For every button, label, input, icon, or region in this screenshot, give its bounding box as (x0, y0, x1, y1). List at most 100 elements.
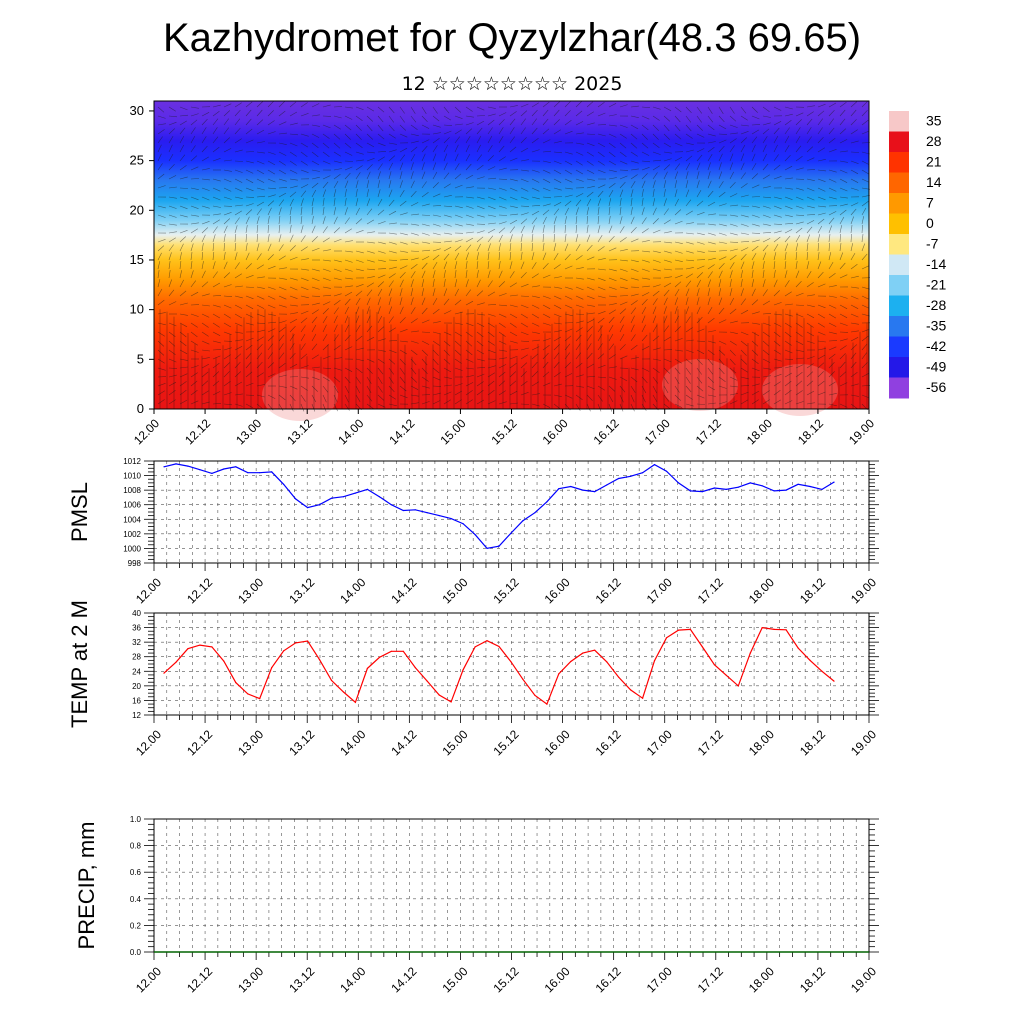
temp-panel-point (618, 676, 620, 678)
colorbar-swatch (889, 193, 909, 214)
colorbar-label: -56 (926, 379, 946, 395)
heatmap-y-tick-label: 0 (137, 401, 144, 416)
pmsl-panel-point (438, 515, 440, 517)
temp-panel-grid (154, 612, 869, 716)
heatmap-x-tick-label: 14.12 (386, 416, 417, 447)
temp-panel-point (642, 697, 644, 699)
precip-panel-y-axis-label: PRECIP, mm (74, 822, 99, 950)
pmsl-panel-point (833, 481, 835, 483)
temp-panel-point (199, 644, 201, 646)
temp-panel-point (797, 647, 799, 649)
temp-panel-point (271, 667, 273, 669)
pmsl-panel-point (342, 496, 345, 498)
pmsl-panel-x-tick-label: 19.00 (848, 575, 879, 606)
precip-panel-y-tick-label: 0.4 (130, 895, 142, 904)
heatmap-x-tick-label: 18.00 (744, 416, 775, 447)
temp-panel-y-tick-label: 36 (132, 624, 141, 633)
temp-panel-point (630, 689, 632, 691)
pmsl-panel-y-tick-label: 1012 (123, 457, 141, 466)
temp-panel-point (713, 664, 716, 666)
pmsl-panel-x-tick-label: 16.12 (593, 575, 624, 606)
wind-barbs (157, 101, 871, 412)
temp-panel-point (737, 685, 739, 687)
pmsl-panel-point (606, 484, 608, 486)
colorbar-label: 0 (926, 215, 934, 231)
colorbar-label: -14 (926, 256, 946, 272)
colorbar-swatch (889, 316, 909, 337)
colorbar-swatch (889, 131, 909, 153)
temp-panel-y-tick-label: 20 (132, 682, 141, 691)
colorbar-swatch (889, 234, 909, 255)
pmsl-panel-point (570, 485, 572, 488)
temp-panel-point (414, 667, 416, 669)
temp-panel-point (307, 640, 309, 642)
temp-panel-point (510, 661, 512, 663)
precip-panel-y-tick-label: 0.6 (130, 868, 142, 877)
heatmap-x-tick-label: 19.00 (846, 416, 877, 447)
precip-panel-x-tick-label: 12.00 (133, 964, 164, 995)
pmsl-panel-point (689, 490, 692, 492)
temp-panel-point (653, 660, 656, 662)
colorbar-swatch (889, 295, 909, 317)
temp-panel-point (163, 672, 165, 674)
pmsl-panel-point (677, 482, 680, 484)
temp-panel-y-tick-label: 32 (132, 638, 141, 647)
pmsl-panel-point (295, 498, 297, 500)
temp-panel-point (725, 674, 727, 676)
precip-panel-x-tick-label: 13.12 (286, 964, 317, 995)
pmsl-panel-point (366, 488, 368, 490)
temp-panel-x-tick-label: 17.12 (695, 727, 726, 758)
pmsl-panel-point (785, 489, 787, 491)
precip-panel-x-tick-label: 14.12 (388, 964, 419, 995)
temp-panel-point (665, 637, 668, 639)
heatmap-y-tick-label: 10 (130, 302, 144, 317)
temp-panel-point (558, 673, 560, 675)
pmsl-panel-y-tick-label: 1008 (123, 486, 141, 495)
pmsl-panel-point (223, 468, 225, 470)
colorbar-swatch (889, 172, 909, 194)
heatmap-x-tick-label: 15.00 (437, 416, 468, 447)
pmsl-panel-point (354, 492, 356, 494)
pmsl-panel-point (546, 501, 548, 503)
pmsl-panel-point (522, 520, 524, 522)
pmsl-panel-point (797, 483, 799, 485)
pmsl-panel-point (474, 534, 476, 536)
temp-panel-point (701, 646, 704, 648)
pmsl-panel-x-tick-label: 14.00 (337, 575, 368, 606)
chart-title: Kazhydromet for Qyzylzhar(48.3 69.65) (162, 16, 862, 60)
temp-panel-point (773, 628, 775, 631)
heatmap-x-tick-label: 15.12 (488, 416, 519, 447)
temp-panel-x-tick-label: 14.00 (337, 727, 368, 758)
temp-panel-point (833, 680, 835, 682)
pmsl-panel-x-tick-label: 13.00 (235, 575, 266, 606)
colorbar-label: -28 (926, 297, 946, 313)
colorbar-label: -35 (926, 317, 946, 333)
temp-panel-point (486, 640, 488, 642)
temp-panel-point (366, 667, 368, 670)
pmsl-panel-point (187, 465, 189, 467)
temp-panel-point (450, 701, 452, 703)
heatmap-x-tick-label: 12.00 (131, 416, 162, 447)
precip-panel-x-tick-label: 15.12 (490, 964, 521, 995)
warm-core-3 (762, 364, 838, 416)
temp-panel-point (677, 629, 680, 631)
pmsl-panel-point (653, 464, 656, 466)
pmsl-panel-x-tick-label: 17.00 (644, 575, 675, 606)
temp-panel-point (390, 650, 392, 652)
pmsl-panel-x-tick-label: 12.00 (133, 575, 164, 606)
temp-panel-point (259, 698, 261, 700)
pmsl-panel-x-tick-label: 15.12 (490, 575, 521, 606)
pmsl-panel-point (761, 485, 763, 487)
pmsl-panel-x-tick-label: 13.12 (286, 575, 317, 606)
pmsl-panel-point (534, 512, 536, 514)
colorbar-label: 7 (926, 194, 934, 210)
temp-panel-point (235, 682, 237, 684)
temp-panel-point (498, 645, 500, 648)
temp-panel-point (785, 629, 787, 631)
pmsl-panel-point (271, 471, 273, 473)
heatmap-x-tick-label: 13.00 (233, 416, 264, 447)
heatmap-x-tick-label: 18.12 (795, 416, 826, 447)
pmsl-panel-point (594, 491, 596, 493)
colorbar-label: -7 (926, 235, 939, 251)
temp-panel-x-tick-label: 16.12 (593, 727, 624, 758)
